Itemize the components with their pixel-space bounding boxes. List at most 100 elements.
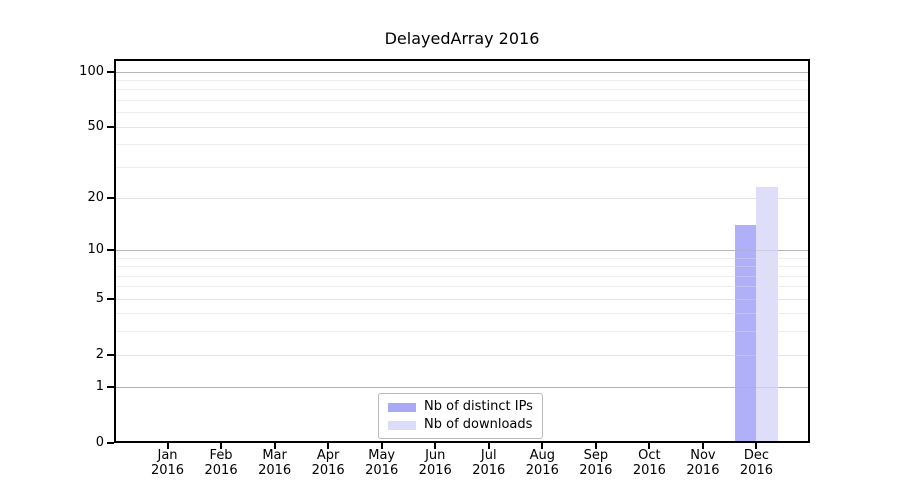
gridlines-overlay-layer xyxy=(114,59,810,443)
x-tick-label: Mar 2016 xyxy=(247,448,303,478)
y-tick xyxy=(107,442,114,444)
x-tick-label-line: Aug xyxy=(529,448,555,463)
x-tick-label-line: Dec xyxy=(743,448,770,463)
gridline-y-30 xyxy=(114,166,810,168)
x-tick-label-line: Sep xyxy=(583,448,609,463)
x-tick xyxy=(487,443,490,449)
x-tick xyxy=(701,443,704,449)
x-tick-label-line: 2016 xyxy=(311,463,345,478)
x-tick xyxy=(541,443,544,449)
y-tick xyxy=(107,353,114,356)
x-tick-label: Nov 2016 xyxy=(675,448,731,478)
y-tick-label: 100 xyxy=(79,63,104,79)
x-tick-label-line: Jul xyxy=(480,448,497,463)
x-tick-label: May 2016 xyxy=(354,448,410,478)
gridline-y-8 xyxy=(114,266,810,268)
legend-label: Nb of downloads xyxy=(424,417,533,432)
x-tick xyxy=(755,443,758,449)
y-tick-label: 0 xyxy=(95,435,104,450)
gridline-y-70 xyxy=(114,99,810,101)
gridline-y-50 xyxy=(114,126,810,128)
x-tick-label: Aug 2016 xyxy=(514,448,570,478)
x-tick-label-line: 2016 xyxy=(686,463,720,478)
x-tick-label-line: 2016 xyxy=(150,463,185,478)
x-tick-label-line: Mar xyxy=(262,448,287,463)
gridline-y-80 xyxy=(114,89,810,91)
x-tick-label: Sep 2016 xyxy=(568,448,624,478)
y-tick xyxy=(107,297,114,300)
gridline-y-90 xyxy=(114,79,810,81)
x-tick-label-line: 2016 xyxy=(204,463,238,478)
gridline-y-100 xyxy=(114,71,810,73)
gridline-y-4 xyxy=(114,313,810,315)
x-tick xyxy=(594,443,597,449)
y-tick xyxy=(107,196,114,199)
x-tick-label-line: 2016 xyxy=(365,463,399,478)
y-tick-label: 5 xyxy=(95,290,104,306)
gridline-y-9 xyxy=(114,257,810,259)
x-tick-label: Dec 2016 xyxy=(728,448,784,478)
x-tick-label-line: 2016 xyxy=(258,463,292,478)
x-tick-label-line: 2016 xyxy=(525,463,559,478)
x-tick-label-line: 2016 xyxy=(472,463,506,478)
x-tick-label-line: Jun xyxy=(425,448,446,463)
y-tick xyxy=(107,125,114,128)
gridline-y-3 xyxy=(114,331,810,333)
legend-swatch-icon xyxy=(388,402,416,412)
y-tick-label: 20 xyxy=(87,189,104,205)
gridlines-layer xyxy=(114,59,810,443)
x-tick-label: Apr 2016 xyxy=(300,448,356,478)
x-tick-label-line: Nov xyxy=(690,448,716,463)
legend: Nb of distinct IPs Nb of downloads xyxy=(378,393,543,439)
legend-item: Nb of downloads xyxy=(388,417,533,433)
legend-label: Nb of distinct IPs xyxy=(424,399,533,414)
x-tick xyxy=(380,443,383,449)
x-tick-label: Jan 2016 xyxy=(140,448,196,478)
gridline-y-60 xyxy=(114,112,810,114)
gridline-y-7 xyxy=(114,275,810,277)
legend-item: Nb of distinct IPs xyxy=(388,399,533,415)
gridline-y-1 xyxy=(114,387,810,389)
bar-nb-of-distinct-ips-dec-2016 xyxy=(734,225,757,443)
y-tick-label: 10 xyxy=(87,241,104,257)
gridline-y-80 xyxy=(114,89,810,91)
gridline-y-6 xyxy=(114,286,810,288)
x-tick xyxy=(434,443,437,449)
x-tick-label-line: Jan xyxy=(157,448,178,463)
gridline-y-2 xyxy=(114,354,810,356)
bars-layer xyxy=(114,59,810,443)
x-tick xyxy=(220,443,223,449)
gridline-y-3 xyxy=(114,331,810,333)
x-tick-label: Jun 2016 xyxy=(407,448,463,478)
gridline-y-10 xyxy=(114,249,810,251)
x-tick-label-line: 2016 xyxy=(418,463,452,478)
x-tick-label-line: Apr xyxy=(316,448,340,463)
gridline-y-8 xyxy=(114,266,810,268)
x-tick-label-line: May xyxy=(368,448,396,463)
gridline-y-90 xyxy=(114,79,810,81)
x-tick-label-line: 2016 xyxy=(632,463,666,478)
gridline-y-20 xyxy=(114,197,810,199)
gridline-y-5 xyxy=(114,298,810,300)
gridline-y-60 xyxy=(114,112,810,114)
gridline-y-70 xyxy=(114,99,810,101)
gridline-y-5 xyxy=(114,298,810,300)
chart-title: DelayedArray 2016 xyxy=(384,29,540,48)
gridline-y-6 xyxy=(114,286,810,288)
gridline-y-1 xyxy=(114,387,810,389)
gridline-y-100 xyxy=(114,71,810,73)
gridline-y-2 xyxy=(114,354,810,356)
x-tick xyxy=(166,443,169,449)
x-tick-label-line: 2016 xyxy=(739,463,773,478)
gridline-y-9 xyxy=(114,257,810,259)
y-tick-label: 2 xyxy=(95,346,104,362)
y-tick xyxy=(107,248,114,251)
y-tick-label: 1 xyxy=(95,379,104,395)
y-tick-label: 50 xyxy=(87,118,104,134)
y-tick xyxy=(107,386,114,389)
x-tick-label-line: Oct xyxy=(638,448,661,463)
x-tick xyxy=(273,443,276,449)
gridline-y-7 xyxy=(114,275,810,277)
bar-nb-of-downloads-dec-2016 xyxy=(756,187,778,443)
